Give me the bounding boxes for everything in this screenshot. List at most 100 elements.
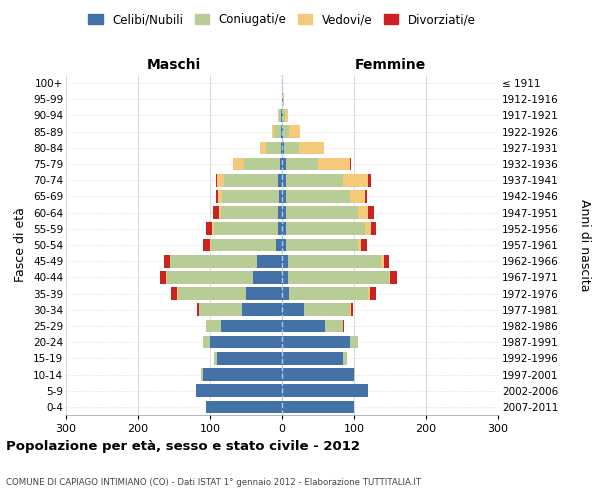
Bar [354,368,355,381]
Bar [283,126,289,138]
Bar [282,304,304,316]
Bar [224,174,278,186]
Bar [325,320,343,332]
Bar [218,190,221,202]
Bar [282,336,350,348]
Bar [282,384,368,397]
Bar [196,384,282,397]
Bar [282,400,354,413]
Bar [282,206,286,219]
Bar [289,126,300,138]
Bar [318,158,350,170]
Bar [278,109,279,122]
Bar [278,206,282,219]
Bar [285,109,289,122]
Text: Popolazione per età, sesso e stato civile - 2012: Popolazione per età, sesso e stato civil… [6,440,360,453]
Bar [171,288,177,300]
Text: Femmine: Femmine [355,58,425,72]
Bar [203,336,210,348]
Bar [282,238,286,252]
Bar [244,158,280,170]
Bar [274,126,281,138]
Bar [286,222,365,235]
Bar [160,271,166,283]
Bar [361,238,367,252]
Text: Maschi: Maschi [147,58,201,72]
Bar [206,222,212,235]
Bar [282,368,354,381]
Bar [199,304,242,316]
Bar [217,352,282,364]
Bar [206,320,221,332]
Bar [351,304,353,316]
Bar [178,288,246,300]
Bar [282,93,283,106]
Bar [281,109,282,122]
Bar [343,320,344,332]
Bar [217,174,224,186]
Bar [365,190,367,202]
Bar [282,222,286,235]
Bar [382,255,383,268]
Bar [350,158,351,170]
Bar [233,158,244,170]
Bar [253,271,282,283]
Bar [221,190,279,202]
Bar [383,255,389,268]
Bar [288,271,389,283]
Bar [358,206,368,219]
Bar [350,190,365,202]
Bar [282,255,288,268]
Bar [279,190,282,202]
Bar [304,304,350,316]
Bar [282,288,289,300]
Bar [210,238,211,252]
Bar [390,271,397,283]
Bar [279,109,281,122]
Bar [170,255,257,268]
Text: COMUNE DI CAPIAGO INTIMIANO (CO) - Dati ISTAT 1° gennaio 2012 - Elaborazione TUT: COMUNE DI CAPIAGO INTIMIANO (CO) - Dati … [6,478,421,487]
Bar [282,320,325,332]
Bar [282,271,288,283]
Bar [283,109,285,122]
Legend: Celibi/Nubili, Coniugati/e, Vedovi/e, Divorziati/e: Celibi/Nubili, Coniugati/e, Vedovi/e, Di… [83,8,481,31]
Bar [282,142,284,154]
Bar [286,158,318,170]
Bar [282,190,286,202]
Bar [282,174,286,186]
Bar [286,174,343,186]
Bar [197,304,199,316]
Bar [286,190,350,202]
Bar [350,336,358,348]
Bar [343,174,368,186]
Y-axis label: Anni di nascita: Anni di nascita [578,198,592,291]
Bar [299,142,324,154]
Bar [284,142,299,154]
Bar [221,320,282,332]
Bar [368,288,370,300]
Bar [278,222,282,235]
Bar [166,271,167,283]
Bar [177,288,178,300]
Bar [214,352,217,364]
Bar [283,93,284,106]
Bar [164,255,170,268]
Bar [242,304,282,316]
Bar [272,126,274,138]
Bar [281,142,282,154]
Bar [389,271,390,283]
Bar [282,158,286,170]
Bar [266,142,281,154]
Bar [203,238,210,252]
Bar [278,174,282,186]
Bar [221,206,278,219]
Bar [211,238,276,252]
Bar [350,304,351,316]
Bar [212,222,214,235]
Bar [358,238,361,252]
Bar [276,238,282,252]
Bar [289,288,368,300]
Bar [214,222,278,235]
Bar [286,206,358,219]
Bar [368,174,371,186]
